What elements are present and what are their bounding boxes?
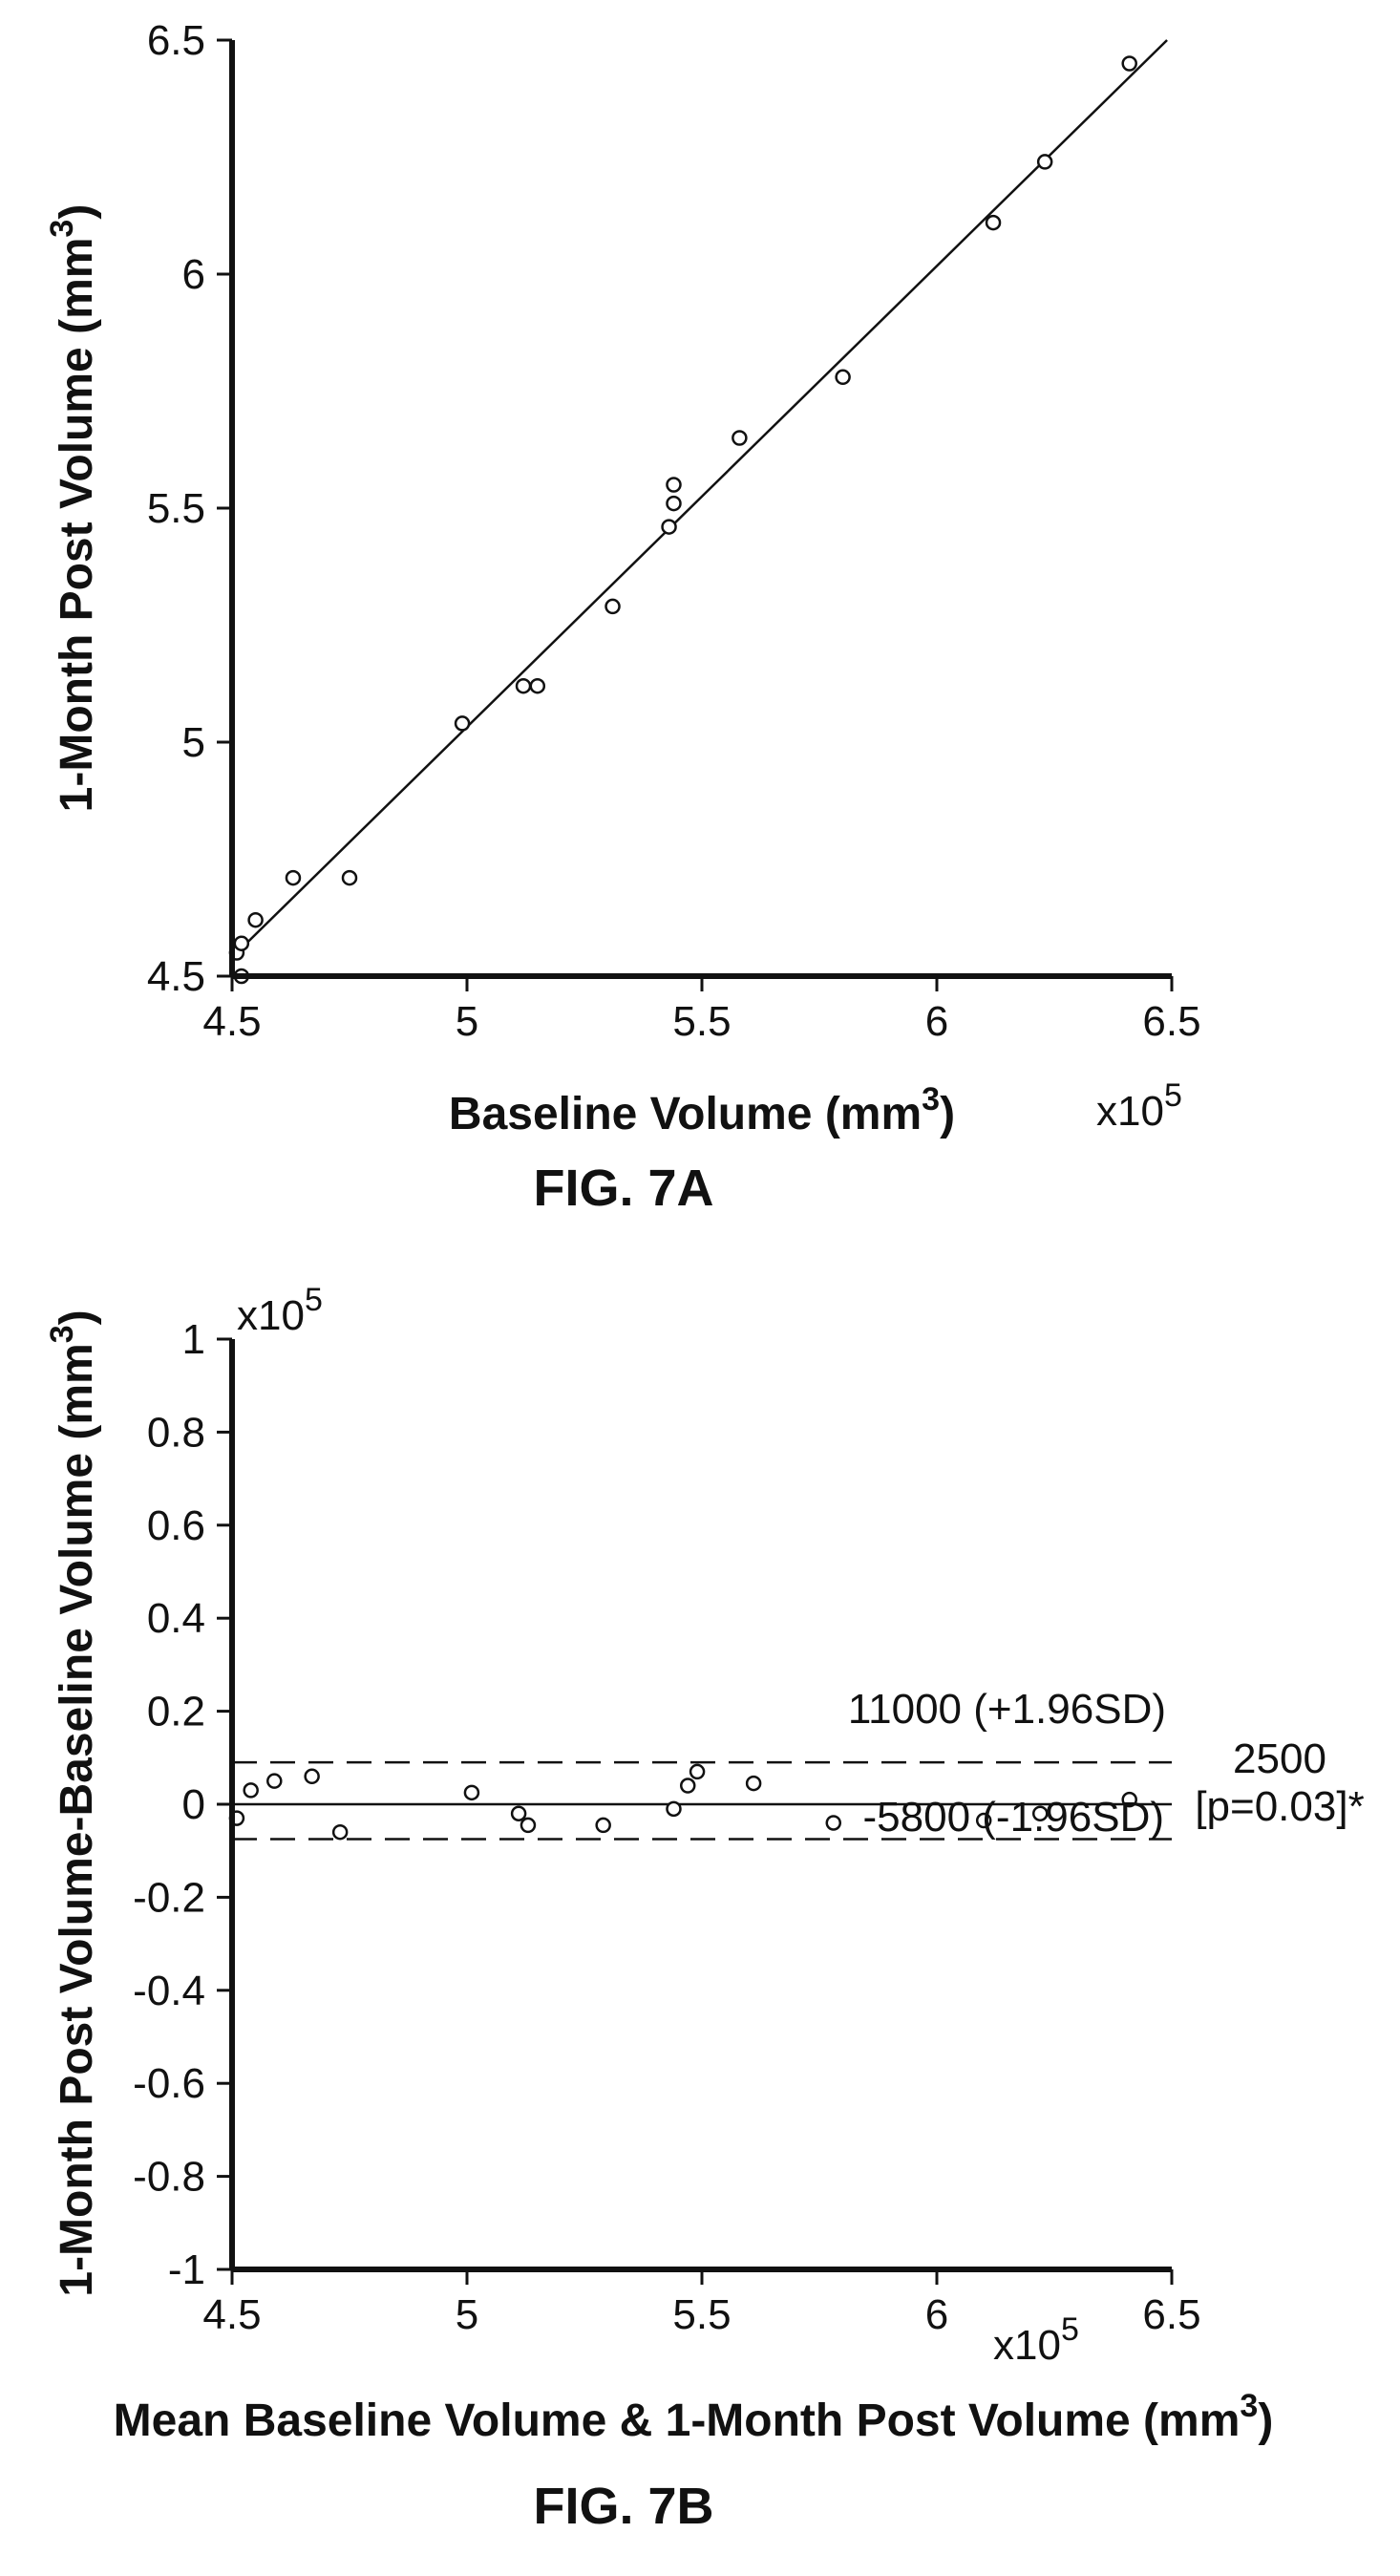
chart-7b-y-tick-label: -0.4 [133,1968,205,2014]
chart-7b-data-point [679,1778,696,1794]
chart-7a-data-point [666,495,682,512]
chart-7a-regression-line [231,39,1168,959]
chart-7a-y-tick-label: 4.5 [147,953,205,1000]
chart-7b-x-tick-label: 5 [456,2291,478,2338]
chart-7b-x-tick-label: 5.5 [672,2291,731,2338]
chart-7b-data-point [689,1763,706,1780]
chart-7b-y-tick-label: 0.8 [147,1409,205,1456]
chart-7a: 4.5 5 5.5 6 6.5 4.5 5 5.5 6 6.5 Baseline Volume (… [44,17,1201,1217]
chart-7a-data-point [247,911,264,928]
chart-7b-data-point [266,1773,283,1789]
chart-7b-data-point [595,1817,611,1834]
chart-7b-ticks: 4.5 5 5.5 6 6.5 -1 -0.8 -0.6 -0.4 -0.2 0 0.2 0.4 0.6 0… [133,1316,1200,2338]
chart-7b-data-point [975,1812,992,1829]
chart-7b-data-point [510,1805,527,1821]
chart-7a-x-tick-label: 6.5 [1142,998,1200,1045]
chart-7b-caption: FIG. 7B [533,2478,713,2535]
chart-7b-y-label-sup: 3 [44,1325,80,1343]
chart-7a-y-tick-label: 5.5 [147,485,205,532]
chart-7a-x-label-sup: 3 [922,1081,940,1118]
chart-7b-y-tick-label: 1 [182,1316,205,1363]
chart-7a-data-point [661,519,677,535]
chart-7b: 4.5 5 5.5 6 6.5 -1 -0.8 -0.6 -0.4 -0.2 0 0.2 0.4 0.6 0… [44,1282,1365,2535]
chart-7b-y-tick-label: 0.6 [147,1502,205,1549]
chart-7a-ticks: 4.5 5 5.5 6 6.5 4.5 5 5.5 6 6.5 [147,17,1201,1045]
chart-7b-data-point [520,1817,537,1834]
chart-7b-annotation-upper: 11000 (+1.96SD) [848,1686,1166,1733]
chart-7b-data-point [304,1768,320,1785]
chart-7b-y-tick-label: -1 [168,2246,205,2293]
chart-7a-data-point [341,869,358,886]
chart-7b-x-label-sup: 3 [1240,2388,1258,2424]
chart-7b-y-tick-label: 0 [182,1781,205,1828]
chart-7a-x-tick-label: 5.5 [672,998,731,1045]
chart-7a-data-point [835,369,851,386]
chart-7a-data-point [285,869,302,886]
chart-7b-x-tick-label: 4.5 [202,2291,261,2338]
chart-7a-caption: FIG. 7A [533,1160,713,1217]
chart-7b-data-point [745,1775,762,1792]
chart-7a-y-tick-label: 5 [182,719,205,766]
chart-7a-data-point [732,430,748,446]
chart-7b-y-tick-label: 0.2 [147,1689,205,1735]
chart-7b-data-point [331,1823,349,1841]
chart-7a-x-tick-label: 5 [456,998,478,1045]
chart-7a-data-point [666,477,682,493]
chart-7b-annotation-p-value: [p=0.03]* [1195,1783,1364,1830]
chart-7b-x-multiplier: x105 [993,2311,1079,2369]
chart-7a-data-point [1036,154,1053,170]
chart-7b-data-point [463,1784,480,1801]
chart-7b-data-point [825,1815,842,1831]
chart-7b-y-tick-label: 0.4 [147,1595,205,1642]
chart-7b-x-tick-label: 6 [925,2291,948,2338]
chart-7b-data-point [243,1782,259,1799]
chart-7a-y-tick-label: 6.5 [147,17,205,64]
chart-7b-points [228,1763,1137,1841]
chart-7b-annotation-mean: 2500 [1233,1735,1326,1782]
chart-7b-data-point [1121,1791,1137,1808]
chart-7a-data-point [1121,55,1137,72]
chart-7b-x-axis-label: Mean Baseline Volume & 1-Month Post Volu… [114,2388,1274,2446]
chart-7b-y-multiplier: x105 [237,1282,323,1339]
chart-7a-y-label-sup: 3 [44,220,80,238]
chart-7b-data-point [666,1800,682,1818]
chart-7a-x-tick-label: 6 [925,998,948,1045]
chart-7a-x-multiplier: x105 [1096,1077,1182,1135]
chart-7b-x-tick-label: 6.5 [1142,2291,1200,2338]
chart-7b-data-point [1031,1805,1049,1821]
chart-7a-data-point [529,677,546,694]
chart-7a-y-tick-label: 6 [182,251,205,298]
chart-7a-y-axis-label: 1-Month Post Volume (mm3) [44,204,102,813]
chart-7a-x-axis-label: Baseline Volume (mm3) [449,1081,955,1139]
chart-7b-annotation-lower: -5800 (-1.96SD) [863,1794,1164,1841]
chart-7a-data-point [454,715,471,732]
chart-7b-y-axis-label: 1-Month Post Volume-Baseline Volume (mm3… [44,1309,102,2296]
chart-7b-y-tick-label: -0.8 [133,2154,205,2201]
chart-7a-data-point [515,677,532,694]
chart-7b-y-tick-label: -0.6 [133,2060,205,2107]
chart-7a-x-tick-label: 4.5 [202,998,261,1045]
chart-7a-data-point [233,935,250,951]
chart-7a-points [228,55,1137,985]
chart-7a-data-point [605,598,621,615]
chart-7a-data-point [985,214,1002,231]
chart-7b-y-tick-label: -0.2 [133,1874,205,1921]
